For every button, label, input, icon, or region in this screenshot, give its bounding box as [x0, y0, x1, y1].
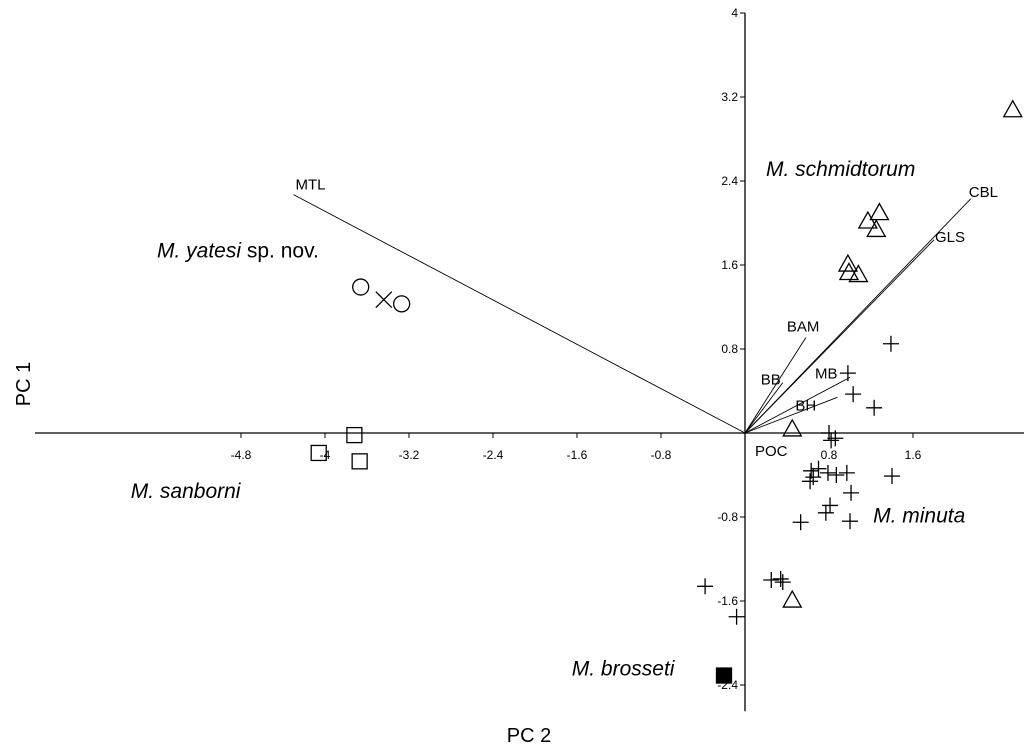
point-plus: [817, 504, 834, 521]
y-tick-label: 1.6: [721, 258, 738, 272]
point-plus: [803, 462, 820, 479]
point-square: [310, 444, 327, 462]
y-axis-title: PC 1: [13, 362, 35, 406]
axis-ticks: -4.8 -4 -3.2 -2.4 -1.6 -0.8 0.8 1.6 4 3.2 2.4 1.6 0.…: [231, 6, 922, 692]
data-points: [310, 99, 1023, 684]
point-plus: [774, 574, 791, 591]
point-plus: [828, 467, 845, 483]
x-tick-label: -2.4: [483, 448, 504, 462]
point-triangle: [782, 589, 803, 608]
series-3: [782, 99, 1023, 608]
vector-line-mtl: [293, 194, 746, 434]
point-plus: [823, 432, 840, 449]
vector-label-mtl: MTL: [296, 177, 326, 194]
point-x: [375, 291, 393, 309]
point-plus: [842, 513, 858, 530]
point-plus: [866, 399, 883, 416]
species-label: M. yatesi sp. nov.: [157, 240, 319, 263]
point-triangle: [848, 264, 869, 283]
group-labels: M. yatesi sp. nov. M. sanborni M. schmidto…: [131, 158, 966, 681]
vector-label-gls: GLS: [935, 229, 965, 246]
point-triangle: [837, 253, 859, 272]
vector-label-bb: BB: [761, 372, 781, 389]
y-tick-label: 2.4: [721, 174, 738, 188]
x-tick-label: 0.8: [821, 448, 838, 462]
x-tick-label: -4: [320, 448, 331, 462]
point-square: [351, 453, 368, 470]
series-2: [310, 426, 368, 470]
point-plus: [697, 578, 714, 595]
point-plus: [772, 570, 789, 587]
point-plus: [838, 464, 855, 481]
vector-label-poc: POC: [755, 443, 788, 460]
point-plus: [839, 365, 856, 382]
x-tick-label: 1.6: [905, 448, 922, 462]
point-plus: [827, 430, 844, 447]
x-tick-label: -3.2: [399, 448, 420, 462]
vector-label-mb: MB: [815, 365, 838, 382]
vector-label-bam: BAM: [787, 318, 820, 335]
loading-vectors: MTL CBL GLS BAM BB MB BH POC: [293, 177, 998, 460]
vector-label-cbl: CBL: [969, 184, 998, 201]
species-label: M. schmidtorum: [766, 158, 915, 181]
point-triangle: [866, 219, 887, 238]
point-plus: [802, 473, 819, 490]
point-plus: [805, 469, 822, 486]
y-tick-label: -1.6: [717, 594, 738, 608]
y-tick-label: 0.8: [721, 342, 738, 356]
x-tick-label: -0.8: [651, 448, 672, 462]
point-plus: [728, 608, 745, 625]
point-plus: [810, 460, 827, 477]
point-plus: [884, 468, 900, 485]
point-plus: [843, 484, 860, 501]
species-label: M. minuta: [873, 504, 965, 527]
point-plus: [819, 464, 836, 481]
series-0: [352, 278, 411, 313]
series-4: [697, 335, 900, 625]
point-triangle: [838, 262, 860, 281]
species-label: M. brosseti: [572, 658, 676, 681]
point-circle: [352, 278, 370, 296]
axes: [35, 13, 1024, 712]
x-tick-label: -1.6: [567, 448, 588, 462]
series-1: [375, 291, 393, 309]
point-plus: [882, 335, 899, 352]
vector-line-bam: [744, 337, 807, 434]
point-square: [346, 426, 363, 444]
vector-line-mb: [744, 376, 851, 434]
series-5: [715, 667, 733, 684]
point-plus: [822, 497, 839, 514]
y-tick-label: 3.2: [721, 90, 738, 104]
point-triangle: [1002, 99, 1023, 118]
point-triangle: [782, 418, 803, 437]
vector-label-bh: BH: [795, 397, 816, 414]
point-plus: [792, 514, 809, 531]
point-circle: [392, 295, 411, 313]
vector-line-bh: [744, 396, 838, 434]
point-plus: [763, 572, 780, 588]
vector-line-gls: [744, 239, 935, 434]
point-plus: [845, 386, 862, 403]
x-tick-label: -4.8: [231, 448, 252, 462]
y-tick-label: -0.8: [717, 510, 738, 524]
point-triangle: [857, 210, 878, 229]
point-filled-square: [715, 667, 733, 684]
y-tick-label: 4: [731, 6, 738, 20]
x-axis-title: PC 2: [507, 725, 551, 747]
species-label: M. sanborni: [131, 480, 242, 503]
point-triangle: [869, 202, 890, 221]
vector-line-bb: [744, 382, 784, 434]
